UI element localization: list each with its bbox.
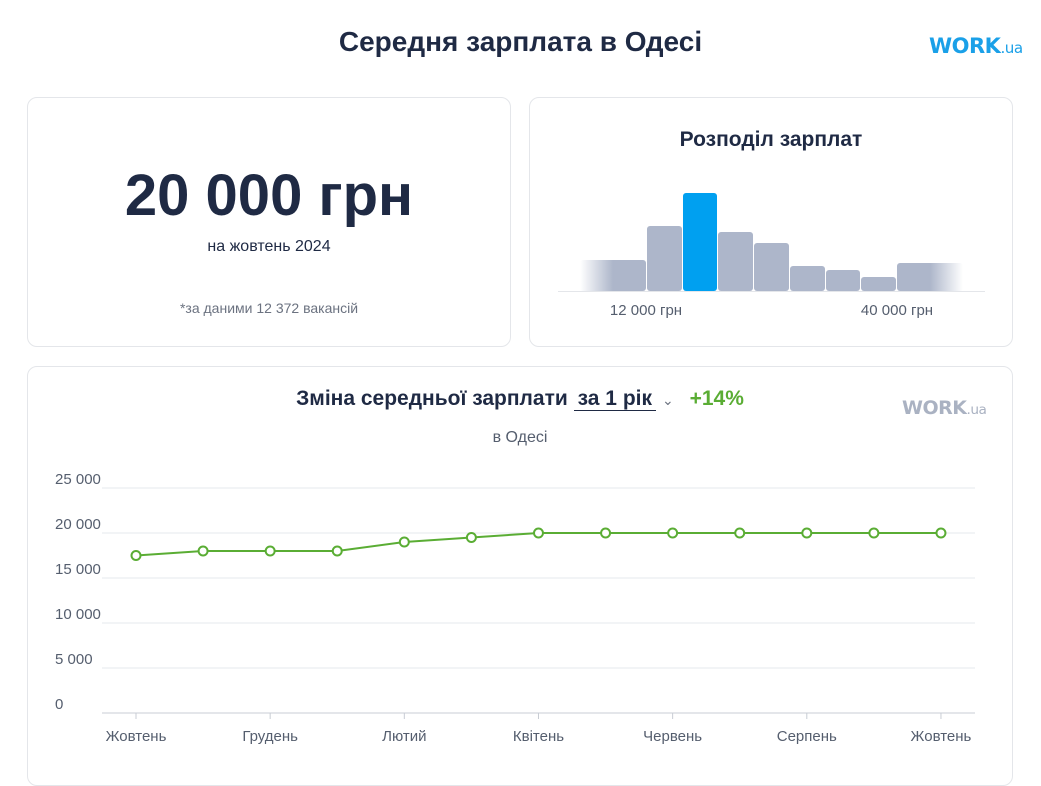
salary-date: на жовтень 2024 [207, 238, 331, 255]
growth-badge: +14% [689, 387, 744, 410]
distribution-bar[interactable] [718, 232, 753, 291]
distribution-bar[interactable] [683, 193, 717, 291]
work-ua-logo[interactable]: WORK.ua [929, 34, 1023, 58]
trend-title: Зміна середньої зарплати [296, 387, 568, 410]
distribution-bar[interactable] [754, 243, 789, 291]
distribution-bar[interactable] [897, 263, 963, 291]
distribution-bar[interactable] [580, 260, 646, 291]
chevron-down-icon[interactable]: ⌄ [662, 392, 674, 408]
distribution-bar[interactable] [861, 277, 896, 291]
distribution-tick-label: 12 000 грн [610, 302, 682, 319]
distribution-chart: 12 000 грн 40 000 грн [558, 193, 985, 319]
distribution-tick-label: 40 000 грн [861, 302, 933, 319]
distribution-card: Розподіл зарплат 12 000 грн 40 000 грн [529, 97, 1013, 347]
distribution-title: Розподіл зарплат [679, 128, 863, 151]
work-ua-logo-watermark: WORK.ua [902, 397, 987, 419]
distribution-bar[interactable] [790, 266, 825, 291]
vacancies-note: *за даними 12 372 вакансій [179, 300, 359, 316]
distribution-bar[interactable] [647, 226, 682, 291]
average-salary-card: 20 000 грн на жовтень 2024 *за даними 12… [27, 97, 511, 347]
distribution-bar[interactable] [826, 270, 860, 291]
page-title: Середня зарплата в Одесі [338, 26, 703, 57]
trend-card: Зміна середньої зарплати за 1 рік ⌄ +14% … [27, 366, 1013, 786]
period-dropdown[interactable]: за 1 рік [573, 387, 656, 411]
city-label: в Одесі [492, 429, 548, 446]
average-salary-value: 20 000 грн [124, 163, 414, 228]
trend-header: Зміна середньої зарплати за 1 рік ⌄ +14% [28, 387, 1012, 411]
